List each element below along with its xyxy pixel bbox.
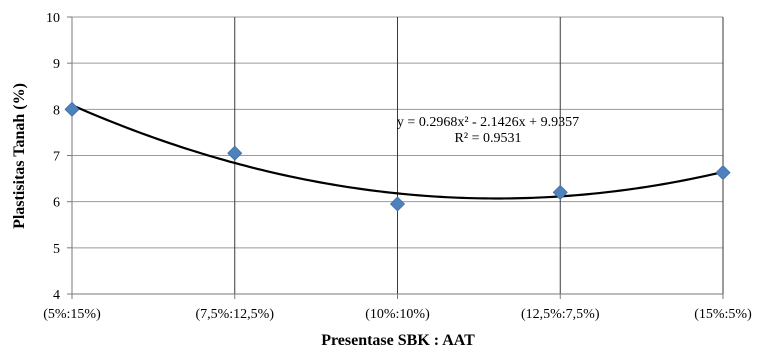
r-squared-label: R² = 0.9531: [455, 131, 522, 146]
y-tick-label: 6: [53, 196, 60, 211]
y-tick-label: 10: [46, 11, 60, 26]
y-tick-labels: 4 5 6 7 8 9 10: [46, 11, 60, 303]
data-point: [552, 184, 568, 200]
x-tick-label: (7,5%:12,5%): [195, 307, 274, 322]
vertical-gridlines: [234, 17, 724, 294]
y-tick-label: 5: [53, 242, 60, 257]
y-tick-label: 8: [53, 103, 60, 118]
y-tick-label: 9: [53, 57, 60, 72]
y-axis-title: Plastisitas Tanah (%): [11, 83, 28, 229]
x-tick-label: (10%:10%): [365, 307, 430, 322]
trendline: [71, 104, 724, 200]
x-tick-label: (5%:15%): [43, 307, 101, 322]
x-tick-label: (12,5%:7,5%): [521, 307, 600, 322]
data-point: [389, 196, 406, 212]
data-points: [64, 101, 731, 212]
y-tick-label: 7: [53, 150, 60, 165]
data-point: [64, 101, 80, 117]
x-axis-title: Presentase SBK : AAT: [321, 332, 475, 349]
trendline-equation: y = 0.2968x² - 2.1426x + 9.9357: [397, 115, 579, 130]
x-tick-label: (15%:5%): [694, 307, 752, 322]
x-tick-labels: (5%:15%) (7,5%:12,5%) (10%:10%) (12,5%:7,5%…: [43, 307, 752, 322]
data-point: [227, 145, 243, 161]
y-tick-label: 4: [53, 288, 60, 303]
data-point: [715, 165, 731, 181]
axes: [67, 16, 724, 299]
